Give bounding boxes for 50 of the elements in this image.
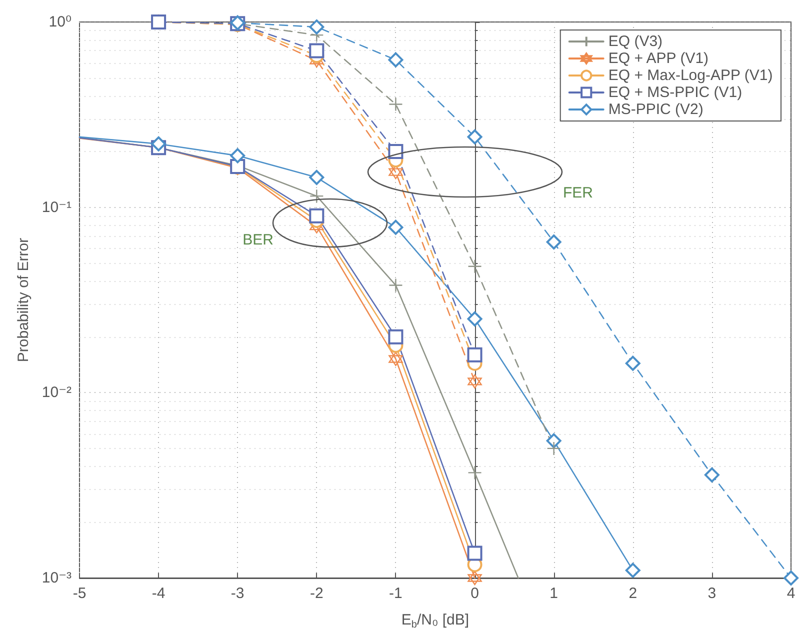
y-tick-label: 10⁻¹ — [42, 198, 72, 216]
x-tick-label: -1 — [389, 585, 402, 602]
point — [388, 220, 404, 235]
point — [467, 347, 482, 362]
point — [388, 97, 403, 112]
x-tick-label: -2 — [310, 585, 324, 602]
y-tick-label: 10⁻³ — [42, 570, 72, 586]
annotation: FER — [563, 184, 594, 202]
point — [468, 466, 482, 480]
x-tick-label: -4 — [152, 585, 166, 602]
x-tick-label: 0 — [470, 585, 479, 602]
x-tick-label: 2 — [628, 585, 638, 602]
legend-label: EQ + APP (V1) — [608, 50, 709, 67]
point — [546, 433, 562, 448]
point — [388, 278, 403, 292]
x-tick-label: 4 — [786, 585, 796, 602]
point — [310, 188, 324, 204]
annotation: BER — [242, 232, 274, 248]
point — [546, 441, 561, 456]
x-tick-label: 3 — [708, 585, 716, 602]
point — [467, 311, 482, 326]
y-tick-label: 10⁰ — [48, 14, 72, 30]
point — [468, 570, 482, 586]
legend-label: EQ + Max-Log-APP (V1) — [608, 67, 773, 84]
point — [467, 546, 482, 561]
point — [546, 234, 562, 250]
point — [309, 19, 324, 34]
point — [468, 374, 482, 389]
x-tick-label: -3 — [230, 585, 244, 602]
point — [625, 562, 640, 578]
point — [625, 356, 640, 371]
point — [704, 467, 720, 482]
point — [309, 208, 324, 224]
point — [388, 52, 404, 68]
point — [388, 329, 404, 344]
point — [309, 170, 324, 185]
point — [309, 43, 324, 58]
y-axis-title: Probability of Error — [15, 238, 32, 362]
x-tick-label: 1 — [550, 585, 558, 602]
point — [388, 352, 403, 366]
point — [467, 129, 482, 144]
point — [468, 259, 482, 274]
point — [230, 148, 246, 164]
legend-label: MS-PPIC (V2) — [608, 101, 704, 118]
legend-label: EQ + MS-PPIC (V1) — [608, 84, 742, 101]
y-tick-label: 10⁻² — [42, 384, 72, 402]
legend-label: EQ (V3) — [608, 33, 663, 50]
x-tick-label: -5 — [72, 585, 86, 602]
point — [151, 136, 166, 152]
point — [784, 570, 798, 586]
